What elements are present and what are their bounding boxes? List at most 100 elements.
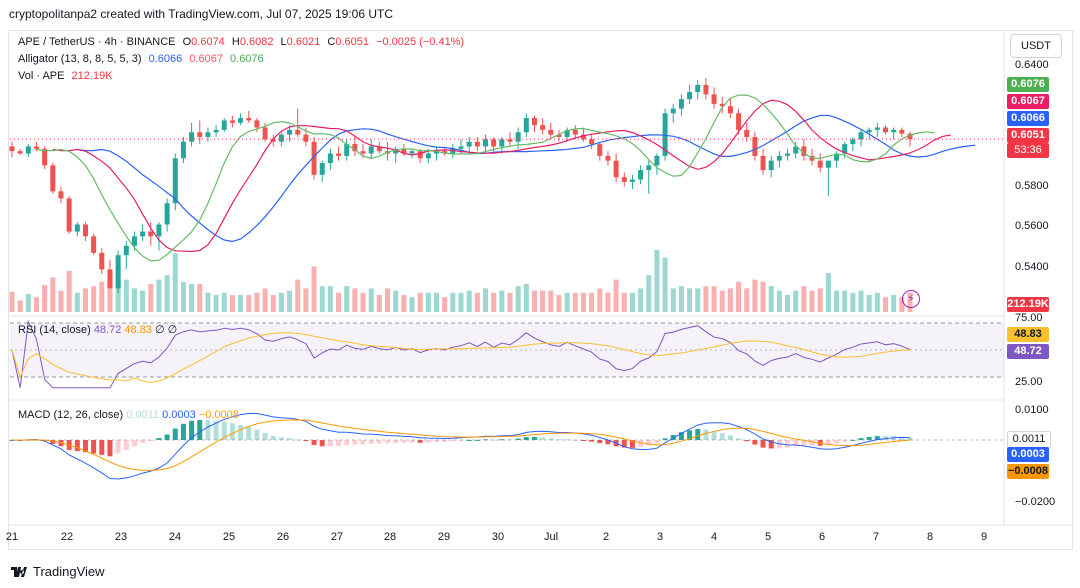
candle-body	[572, 129, 578, 135]
volume-bar	[385, 288, 391, 312]
date-tick: 2	[602, 531, 610, 543]
macd-label: MACD (12, 26, close)	[18, 409, 124, 421]
macd-histogram-bar	[850, 439, 856, 441]
candle-body	[189, 132, 195, 142]
volume-bar	[393, 290, 399, 312]
macd-tick: −0.0200	[1015, 496, 1056, 508]
candle-body	[662, 113, 668, 156]
chart-container[interactable]	[8, 30, 1073, 550]
candle-body	[678, 99, 684, 109]
volume-bar	[123, 279, 129, 312]
volume-bar	[491, 292, 497, 312]
volume-bar	[736, 281, 742, 312]
footer-brand: TradingView	[33, 564, 105, 579]
jaw-price-tag: 0.6066	[1007, 111, 1049, 126]
candle-body	[687, 92, 693, 100]
volume-bar	[580, 292, 586, 312]
macd-histogram-bar	[205, 420, 211, 440]
volume-bar	[817, 288, 823, 312]
volume-bar	[466, 290, 472, 312]
candle-body	[327, 153, 333, 163]
date-tick: 4	[710, 531, 718, 543]
candle-body	[74, 224, 80, 232]
candle-body	[229, 120, 235, 123]
macd-histogram-bar	[768, 440, 774, 449]
candle-body	[417, 151, 423, 159]
volume-bar	[442, 297, 448, 312]
candle-body	[744, 129, 750, 137]
volume-bar	[531, 290, 537, 312]
macd-histogram-bar	[670, 434, 676, 440]
alligator-legend[interactable]: Alligator (13, 8, 8, 5, 5, 3) 0.6066 0.6…	[18, 53, 268, 65]
macd-hist-value: 0.0011	[126, 409, 160, 421]
macd-histogram-bar	[842, 440, 848, 442]
macd-histogram-bar	[719, 433, 725, 440]
candle-body	[107, 269, 113, 289]
price-tick: 0.5600	[1015, 220, 1049, 232]
volume-bar	[50, 277, 56, 312]
volume-bar	[515, 286, 521, 312]
candle-body	[262, 127, 268, 140]
currency-button[interactable]: USDT	[1010, 34, 1062, 58]
volume-bar	[825, 273, 831, 312]
macd-histogram-bar	[491, 439, 497, 441]
date-tick: 9	[980, 531, 988, 543]
volume-value: 212.19K	[71, 70, 113, 82]
volume-bar	[540, 290, 546, 312]
macd-histogram-bar	[703, 429, 709, 440]
candle-body	[42, 148, 48, 166]
volume-bar	[891, 295, 897, 312]
candle-body	[899, 129, 905, 134]
macd-histogram-bar	[319, 440, 325, 447]
volume-bar	[858, 290, 864, 312]
low-label: L	[280, 36, 287, 48]
candle-body	[360, 151, 366, 154]
candle-body	[458, 146, 464, 149]
lightning-icon[interactable]: ⚡	[902, 290, 920, 308]
volume-bar	[842, 290, 848, 312]
candle-body	[540, 125, 546, 130]
volume-legend[interactable]: Vol · APE 212.19K	[18, 70, 117, 82]
volume-bar	[172, 253, 178, 312]
alligator-lips-value: 0.6076	[230, 53, 264, 65]
macd-histogram-bar	[344, 440, 350, 445]
macd-histogram-bar	[99, 440, 105, 455]
rsi-legend[interactable]: RSI (14, close) 48.72 48.83 ∅ ∅	[18, 323, 177, 336]
macd-histogram-bar	[148, 440, 154, 441]
volume-bar	[613, 279, 619, 312]
macd-legend[interactable]: MACD (12, 26, close) 0.0011 0.0003 −0.00…	[18, 409, 239, 421]
volume-bar	[866, 295, 872, 312]
date-tick: 27	[330, 531, 344, 543]
volume-bar	[344, 286, 350, 312]
candle-body	[825, 160, 831, 168]
candle-body	[646, 165, 652, 171]
volume-bar	[752, 279, 758, 312]
macd-histogram-bar	[417, 440, 423, 443]
macd-histogram-bar	[409, 440, 415, 443]
candle-body	[507, 139, 513, 142]
macd-histogram-bar	[221, 421, 227, 440]
volume-bar	[719, 290, 725, 312]
candle-body	[776, 155, 782, 161]
date-tick: 25	[222, 531, 236, 543]
candle-body	[278, 134, 284, 142]
countdown-tag: 53:36	[1007, 143, 1049, 158]
high-label: H	[231, 36, 240, 48]
candle-body	[180, 141, 186, 159]
symbol-name[interactable]: APE / TetherUS · 4h · BINANCE	[18, 36, 176, 48]
candle-body	[352, 144, 358, 152]
macd-histogram-bar	[564, 439, 570, 441]
macd-histogram-bar	[278, 437, 284, 440]
candle-body	[695, 84, 701, 93]
rsi-tag: 48.72	[1007, 344, 1049, 359]
macd-histogram-bar	[311, 440, 317, 445]
candle-body	[589, 139, 595, 145]
candle-body	[401, 148, 407, 154]
candle-body	[172, 158, 178, 204]
volume-bar	[899, 297, 905, 312]
macd-hist-tag: 0.0011	[1007, 431, 1051, 448]
volume-bar	[874, 292, 880, 312]
candle-body	[874, 127, 880, 130]
volume-bar	[572, 292, 578, 312]
